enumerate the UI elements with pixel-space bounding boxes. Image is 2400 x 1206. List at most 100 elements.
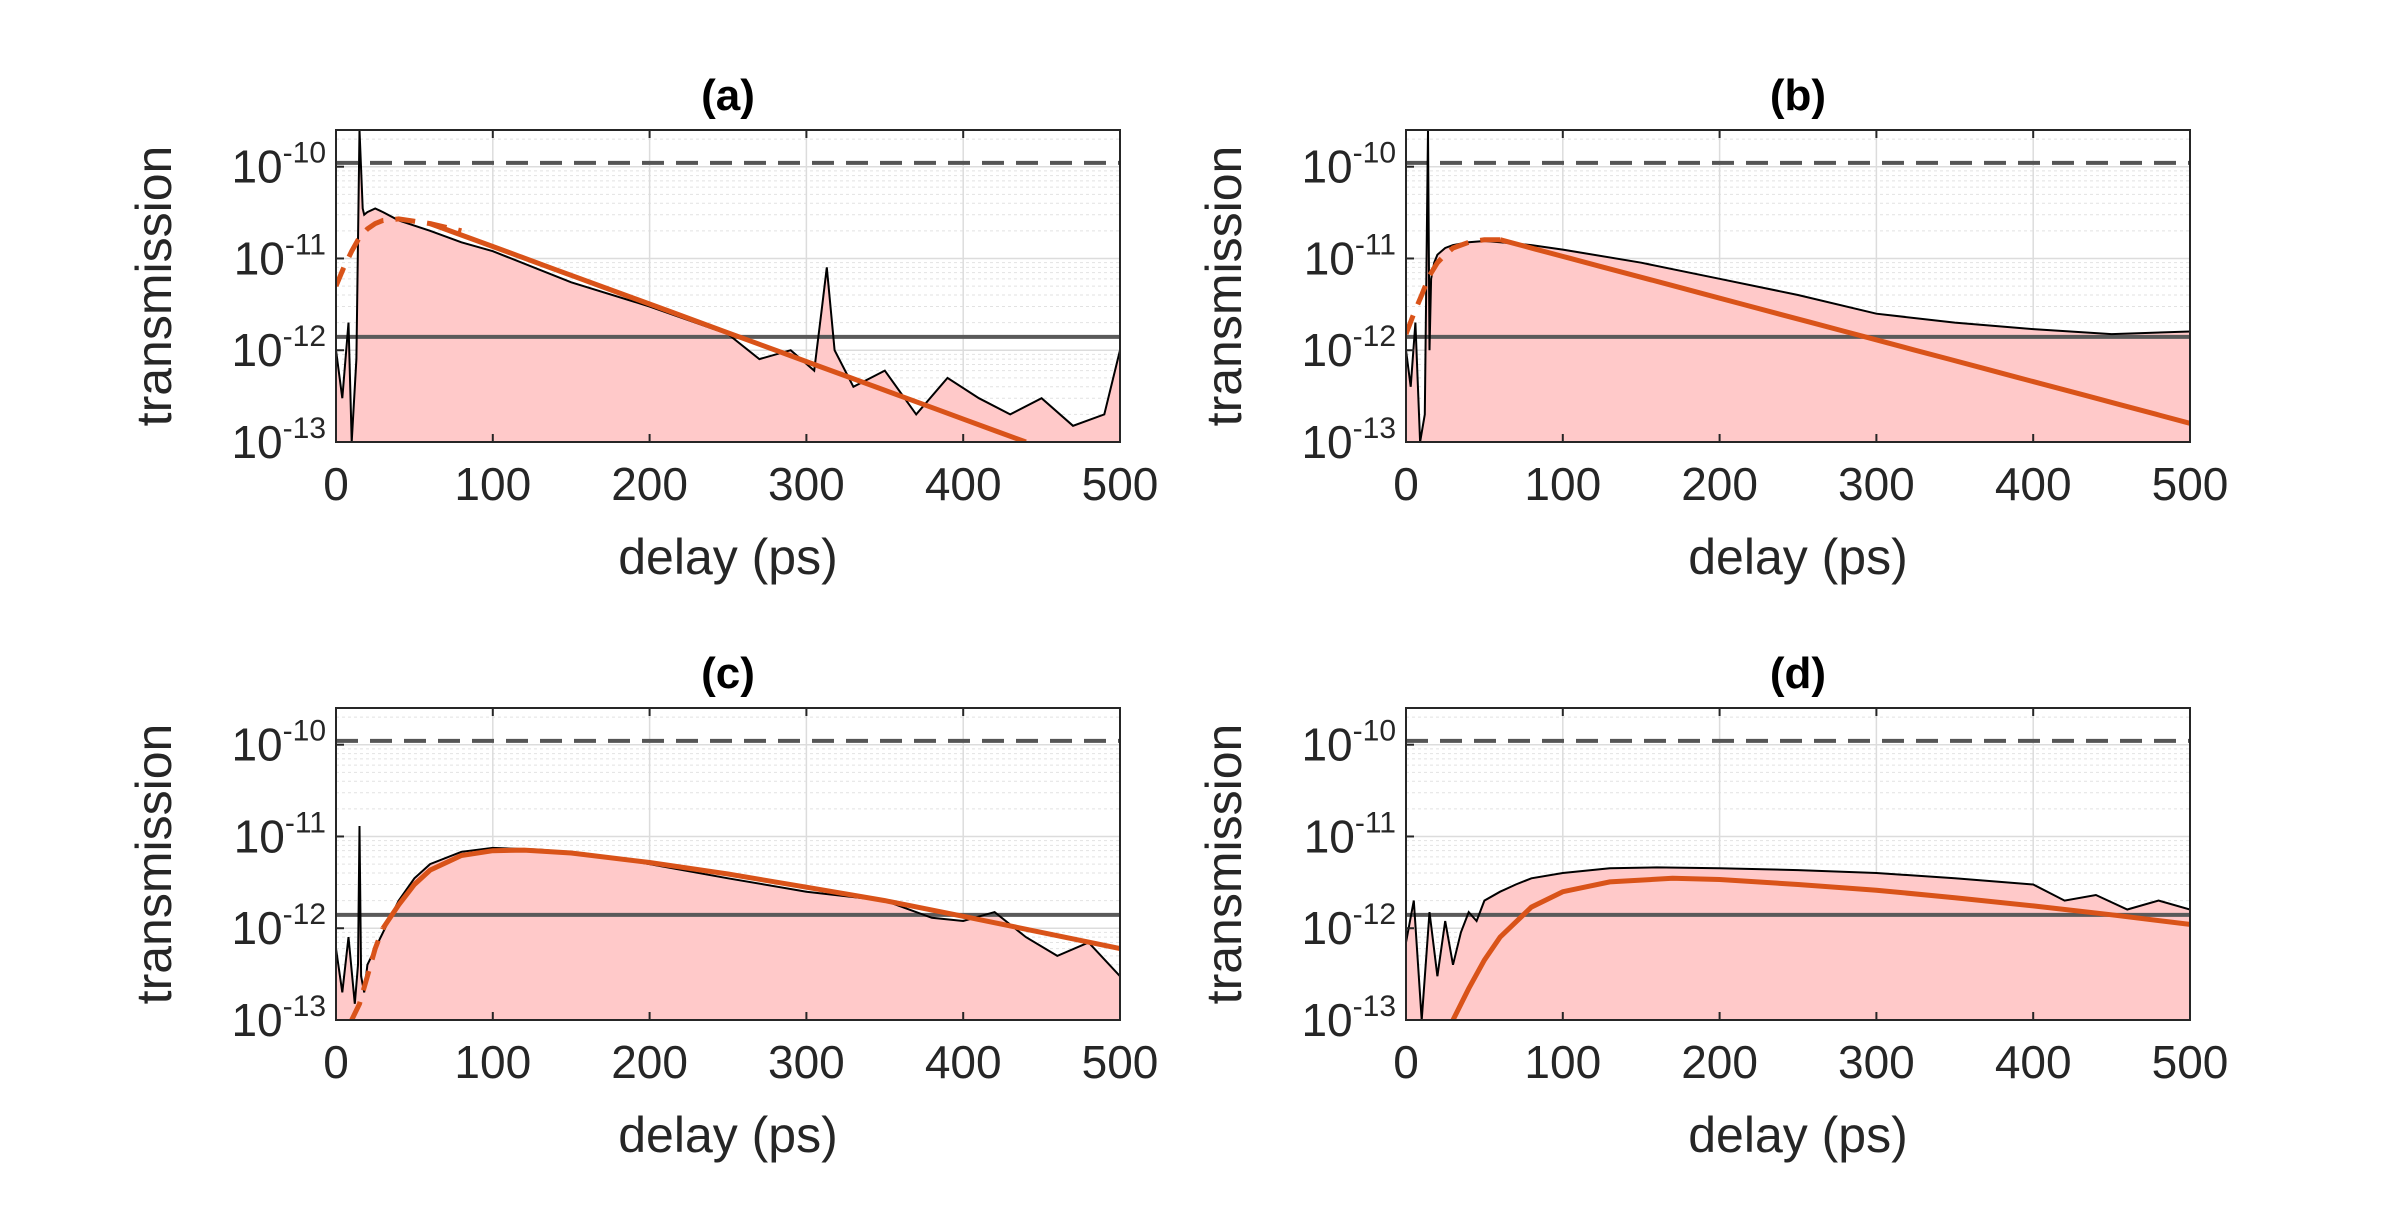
x-tick-label: 500 (1082, 1036, 1159, 1088)
fit-solid-line (1499, 237, 2190, 426)
y-tick-base: 10 (231, 719, 282, 771)
y-tick-label: 10-10 (1301, 715, 1396, 771)
x-tick-label: 200 (1681, 1036, 1758, 1088)
panel-c: 0 100 200 300 400 50010-1010-1110-1210-13(c)d… (126, 649, 1158, 1163)
panel-title: (a) (701, 71, 755, 120)
x-tick-label: 300 (1838, 458, 1915, 510)
y-tick-label: 10-11 (1304, 228, 1396, 284)
measured-line (1406, 866, 2190, 1020)
x-tick-label: 400 (925, 1036, 1002, 1088)
y-tick-base: 10 (1301, 902, 1352, 954)
y-tick-exponent: -13 (283, 990, 326, 1023)
y-tick-base: 10 (1304, 232, 1355, 284)
panel-d: 0 100 200 300 400 50010-1010-1110-1210-13(d)d… (1196, 649, 2228, 1163)
x-axis-label: delay (ps) (618, 529, 838, 585)
y-tick-base: 10 (234, 232, 285, 284)
plot-content (336, 130, 1120, 442)
x-tick-label: 400 (1995, 1036, 2072, 1088)
panel-title: (c) (701, 649, 755, 698)
y-tick-label: 10-12 (231, 320, 326, 376)
y-tick-label: 10-10 (1301, 137, 1396, 193)
x-tick-label: 100 (454, 1036, 531, 1088)
y-tick-label: 10-11 (234, 228, 326, 284)
y-tick-exponent: -11 (1355, 228, 1396, 261)
y-tick-exponent: -12 (283, 320, 326, 353)
x-axis-label: delay (ps) (618, 1107, 838, 1163)
y-tick-exponent: -12 (1353, 898, 1396, 931)
y-tick-base: 10 (234, 810, 285, 862)
y-tick-label: 10-12 (1301, 898, 1396, 954)
panel-title: (d) (1770, 649, 1826, 698)
y-tick-exponent: -10 (1353, 137, 1396, 170)
axes-box (335, 129, 1121, 443)
measured-area (336, 826, 1120, 1020)
y-axis-label: transmission (1196, 146, 1252, 427)
x-tick-label: 300 (768, 458, 845, 510)
fit-solid-line (1450, 875, 2190, 1020)
y-tick-base: 10 (1304, 810, 1355, 862)
y-tick-base: 10 (231, 416, 282, 468)
axes-box (335, 707, 1121, 1021)
y-tick-exponent: -10 (283, 715, 326, 748)
y-tick-exponent: -13 (283, 412, 326, 445)
x-tick-label: 0 (323, 1036, 349, 1088)
plot-content (336, 738, 1120, 1020)
y-tick-base: 10 (1301, 141, 1352, 193)
y-tick-exponent: -13 (1353, 412, 1396, 445)
x-tick-label: 0 (1393, 1036, 1419, 1088)
x-tick-label: 300 (768, 1036, 845, 1088)
plot-content (1406, 130, 2190, 442)
fit-dashed-line (1406, 237, 1501, 335)
x-tick-label: 400 (1995, 458, 2072, 510)
y-axis-label: transmission (126, 146, 182, 427)
y-tick-exponent: -11 (1355, 806, 1396, 839)
y-tick-exponent: -10 (283, 137, 326, 170)
axes-box (1405, 707, 2191, 1021)
measured-area (1406, 130, 2190, 442)
fit-dashed-line (349, 927, 386, 1020)
x-tick-label: 0 (1393, 458, 1419, 510)
panel-title: (b) (1770, 71, 1826, 120)
measured-line (1406, 130, 2190, 442)
x-tick-label: 300 (1838, 1036, 1915, 1088)
y-axis-label: transmission (1196, 724, 1252, 1005)
y-tick-exponent: -11 (285, 228, 326, 261)
x-tick-label: 500 (2152, 458, 2229, 510)
x-tick-label: 100 (1524, 1036, 1601, 1088)
y-axis-label: transmission (126, 724, 182, 1005)
y-tick-base: 10 (231, 902, 282, 954)
y-tick-label: 10-13 (1301, 990, 1396, 1046)
x-tick-label: 400 (925, 458, 1002, 510)
y-tick-label: 10-13 (1301, 412, 1396, 468)
y-tick-base: 10 (231, 324, 282, 376)
y-tick-label: 10-13 (231, 990, 326, 1046)
y-tick-exponent: -13 (1353, 990, 1396, 1023)
x-tick-label: 200 (611, 458, 688, 510)
x-tick-label: 500 (2152, 1036, 2229, 1088)
y-tick-label: 10-10 (231, 137, 326, 193)
measured-area (1406, 867, 2190, 1020)
y-tick-label: 10-11 (1304, 806, 1396, 862)
x-tick-label: 100 (1524, 458, 1601, 510)
x-tick-label: 500 (1082, 458, 1159, 510)
y-tick-base: 10 (1301, 416, 1352, 468)
fit-solid-line (380, 847, 1120, 952)
x-axis-label: delay (ps) (1688, 529, 1908, 585)
y-tick-exponent: -12 (283, 898, 326, 931)
y-tick-label: 10-12 (231, 898, 326, 954)
fit-dashed-line (336, 216, 462, 288)
y-tick-label: 10-12 (1301, 320, 1396, 376)
axes-box (1405, 129, 2191, 443)
x-tick-label: 200 (611, 1036, 688, 1088)
y-tick-base: 10 (1301, 719, 1352, 771)
plot-content (1406, 738, 2190, 1020)
x-tick-label: 0 (323, 458, 349, 510)
y-tick-base: 10 (1301, 994, 1352, 1046)
y-tick-base: 10 (1301, 324, 1352, 376)
panel-a: 0 100 200 300 400 50010-1010-1110-1210-13(a)d… (126, 71, 1158, 585)
fit-solid-line (429, 221, 1027, 442)
y-tick-label: 10-13 (231, 412, 326, 468)
y-tick-label: 10-10 (231, 715, 326, 771)
x-tick-label: 200 (1681, 458, 1758, 510)
